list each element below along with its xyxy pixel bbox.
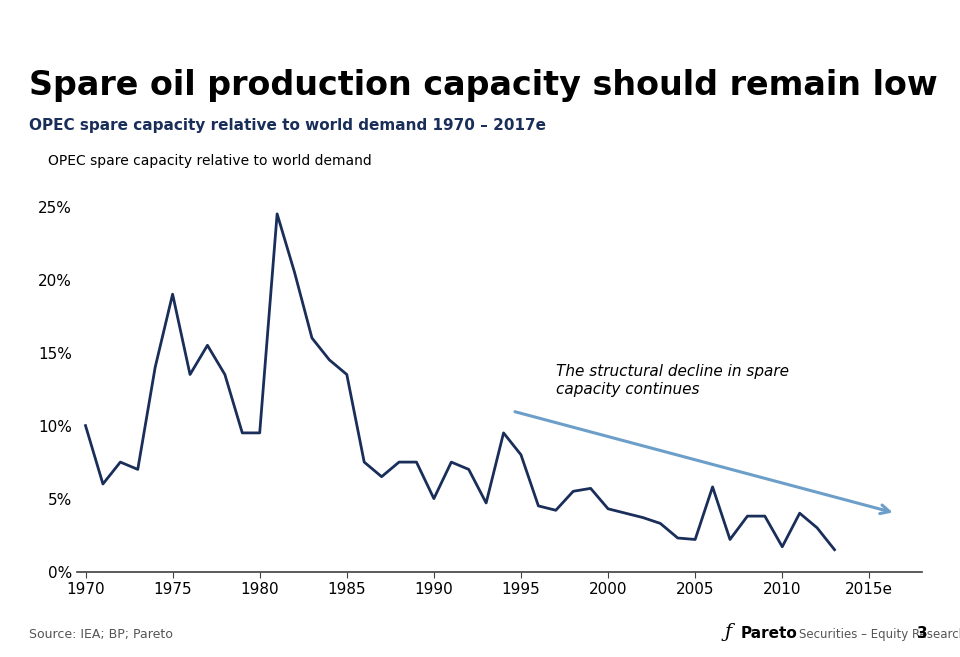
Text: Spare oil production capacity should remain low: Spare oil production capacity should rem…: [29, 69, 938, 102]
Text: The structural decline in spare
capacity continues: The structural decline in spare capacity…: [556, 364, 789, 397]
Text: Securities – Equity Research: Securities – Equity Research: [799, 627, 960, 641]
Text: 3: 3: [917, 625, 927, 641]
Text: OPEC spare capacity relative to world demand: OPEC spare capacity relative to world de…: [48, 154, 372, 168]
Text: Source: IEA; BP; Pareto: Source: IEA; BP; Pareto: [29, 627, 173, 641]
Text: ƒ: ƒ: [725, 623, 732, 641]
Text: Pareto: Pareto: [741, 625, 798, 641]
Text: OPEC spare capacity relative to world demand 1970 – 2017e: OPEC spare capacity relative to world de…: [29, 118, 546, 133]
